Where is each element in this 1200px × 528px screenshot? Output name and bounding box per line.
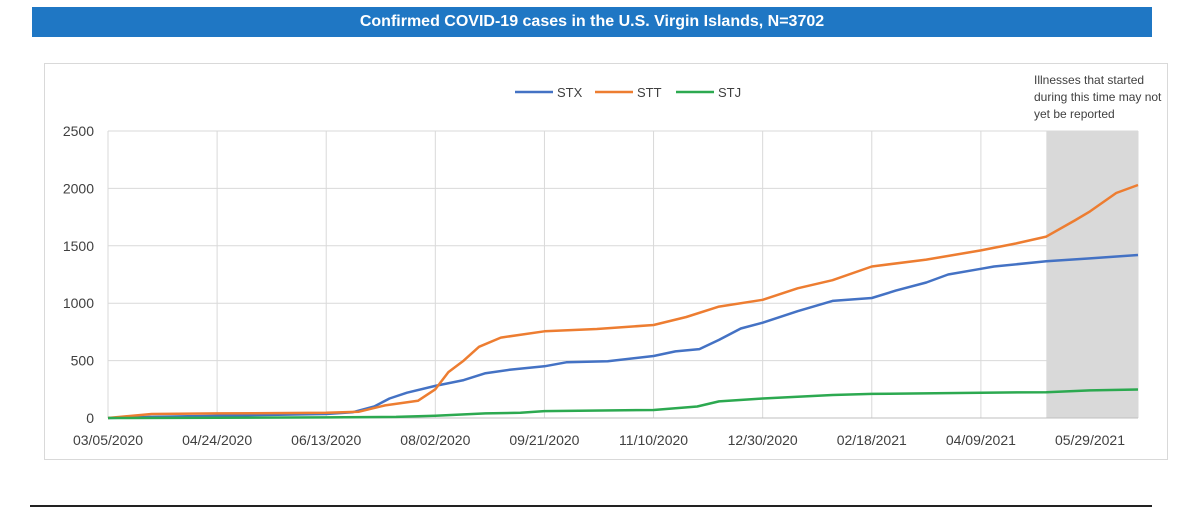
series-line-stt: [107, 183, 1139, 420]
series-line-stx: [107, 253, 1139, 420]
x-tick-label: 04/24/2020: [182, 432, 252, 448]
y-tick-label: 1500: [63, 238, 94, 254]
legend-label-stx: STX: [557, 85, 583, 100]
bottom-divider: [30, 505, 1152, 507]
reporting-lag-shading: [1046, 131, 1138, 418]
reporting-lag-note: Illnesses that started during this time m…: [1034, 73, 1162, 121]
x-tick-label: 04/09/2021: [946, 432, 1016, 448]
x-tick-label: 03/05/2020: [73, 432, 143, 448]
x-tick-label: 02/18/2021: [837, 432, 907, 448]
y-tick-label: 2000: [63, 180, 94, 196]
y-tick-label: 2500: [63, 123, 94, 139]
legend-label-stt: STT: [637, 85, 662, 100]
y-tick-label: 0: [86, 410, 94, 426]
x-tick-label: 08/02/2020: [400, 432, 470, 448]
chart-title: Confirmed COVID-19 cases in the U.S. Vir…: [359, 13, 825, 30]
x-tick-label: 06/13/2020: [291, 432, 361, 448]
series-line-stj: [107, 388, 1139, 420]
line-chart: 0 500 1000 1500 2000 2500 03/05/2020 04/24/2020…: [63, 73, 1162, 448]
chart-area: 0 500 1000 1500 2000 2500 03/05/2020 04/24/2020…: [44, 63, 1168, 460]
x-tick-label: 11/10/2020: [619, 432, 688, 448]
chart-title-banner: Confirmed COVID-19 cases in the U.S. Vir…: [32, 7, 1152, 37]
x-tick-label: 09/21/2020: [509, 432, 579, 448]
x-tick-label: 12/30/2020: [728, 432, 798, 448]
y-tick-label: 1000: [63, 295, 94, 311]
y-tick-label: 500: [71, 353, 95, 369]
x-tick-label: 05/29/2021: [1055, 432, 1125, 448]
legend-label-stj: STJ: [718, 85, 741, 100]
